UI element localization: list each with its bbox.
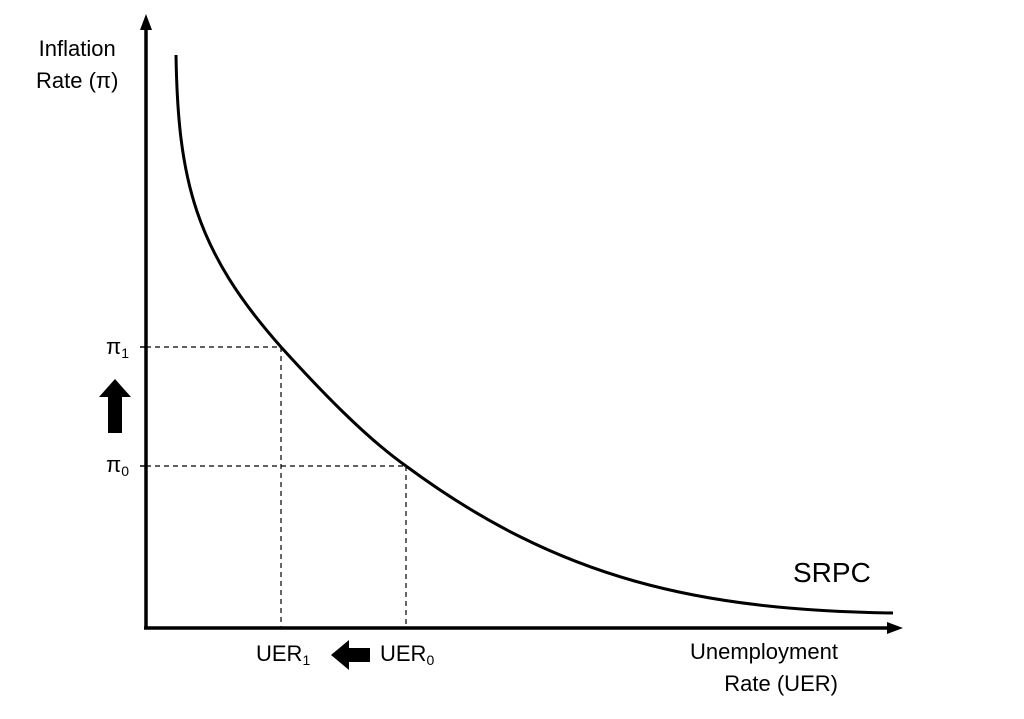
pi0-label: π0 <box>106 452 129 478</box>
x-axis-label-line1: Unemployment <box>690 639 838 664</box>
uer0-label: UER0 <box>380 641 434 667</box>
left-arrow <box>331 640 370 670</box>
pi1-label-base: π <box>106 334 122 359</box>
pi0-label-sub: 0 <box>121 463 129 479</box>
x-axis-arrowhead <box>887 622 903 634</box>
srpc-label: SRPC <box>793 557 871 588</box>
pi0-label-base: π <box>106 452 122 477</box>
srpc-curve <box>174 54 894 615</box>
uer1-label-base: UER <box>256 641 303 666</box>
pi1-label: π1 <box>106 334 129 360</box>
y-axis-label-line2: Rate (π) <box>36 68 119 93</box>
uer1-label-sub: 1 <box>302 652 311 668</box>
x-axis-label-line2: Rate (UER) <box>724 671 838 696</box>
up-arrow <box>99 379 131 433</box>
uer0-label-sub: 0 <box>426 652 435 668</box>
y-axis-label: Inflation Rate (π) <box>36 33 118 97</box>
y-axis-arrowhead <box>140 14 152 30</box>
uer1-label: UER1 <box>256 641 310 667</box>
pi1-label-sub: 1 <box>121 345 129 361</box>
x-axis-label: Unemployment Rate (UER) <box>690 636 838 700</box>
y-axis-label-line1: Inflation <box>38 36 116 61</box>
uer0-label-base: UER <box>380 641 427 666</box>
